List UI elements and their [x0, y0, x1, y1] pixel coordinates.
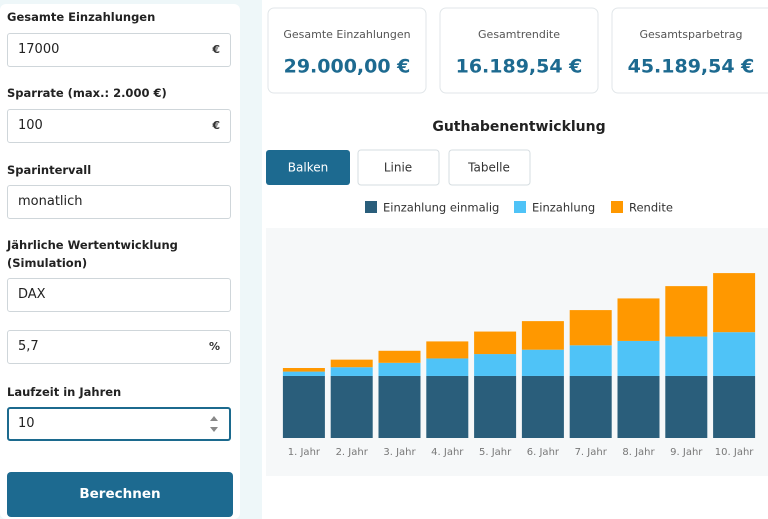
x-tick-label: 8. Jahr [622, 447, 655, 458]
form-panel: Gesamte Einzahlungen 17000 € Sparrate (ma… [0, 4, 240, 519]
select-input[interactable]: DAX [7, 278, 231, 312]
input-value: monatlich [18, 194, 83, 209]
x-tick-label: 4. Jahr [431, 447, 464, 458]
bar-segment [282, 368, 325, 372]
chart-title: Guthabenentwicklung [432, 119, 605, 135]
bar-segment [282, 375, 325, 438]
summary-label: Gesamtrendite [478, 28, 560, 41]
tab-active[interactable] [266, 150, 350, 185]
bar-segment [617, 375, 660, 438]
input-unit: € [212, 43, 220, 56]
input-value: 10 [18, 416, 35, 431]
legend-label: Einzahlung [532, 201, 595, 215]
legend-swatch [365, 201, 377, 213]
field-label: Sparrate (max.: 2.000 €) [7, 86, 167, 100]
legend-swatch [611, 201, 623, 213]
bar-segment [378, 375, 421, 438]
summary-card [267, 7, 427, 94]
bar-segment [426, 341, 469, 359]
bar-segment [330, 375, 373, 438]
x-tick-label: 7. Jahr [575, 447, 608, 458]
x-tick-label: 2. Jahr [336, 447, 369, 458]
summary-card [611, 7, 768, 94]
field-label: Gesamte Einzahlungen [7, 10, 156, 24]
bar-segment [617, 298, 660, 341]
summary-value: 29.000,00 € [284, 56, 411, 78]
input-value: 100 [18, 118, 43, 133]
field-label: Laufzeit in Jahren [7, 385, 122, 399]
input-unit: € [212, 119, 220, 132]
summary-label: Gesamtsparbetrag [639, 28, 742, 41]
field-label: Sparintervall [7, 163, 92, 177]
bar-segment [665, 286, 708, 337]
select-input[interactable]: monatlich [7, 185, 231, 219]
text-input[interactable]: 5,7% [7, 330, 231, 364]
summary-label: Gesamte Einzahlungen [283, 28, 410, 41]
x-tick-label: 9. Jahr [670, 447, 703, 458]
bar-segment [665, 375, 708, 438]
summary-value: 16.189,54 € [456, 56, 583, 78]
text-input[interactable]: 17000 € [7, 33, 231, 67]
text-input[interactable]: 100 € [7, 109, 231, 143]
bar-segment [617, 340, 660, 376]
tab-label: Tabelle [467, 161, 510, 175]
x-tick-label: 6. Jahr [527, 447, 560, 458]
x-tick-label: 10. Jahr [715, 447, 754, 458]
input-value: 17000 [18, 42, 60, 57]
legend-label: Rendite [629, 201, 673, 215]
bar-segment [665, 336, 708, 376]
bar-segment [569, 310, 612, 346]
tab[interactable] [357, 149, 440, 186]
x-tick-label: 5. Jahr [479, 447, 512, 458]
bar-segment [569, 345, 612, 376]
summary-value: 45.189,54 € [628, 56, 755, 78]
bar-segment [521, 375, 564, 438]
x-tick-label: 1. Jahr [288, 447, 321, 458]
bar-segment [713, 273, 756, 333]
field-label: Jährliche Wertentwicklung (Simulation) [7, 238, 178, 270]
legend-label: Einzahlung einmalig [383, 201, 499, 215]
bar-segment [330, 367, 373, 376]
bar-segment [713, 375, 756, 438]
submit-button[interactable]: Berechnen [7, 472, 233, 517]
bar-segment [521, 349, 564, 376]
bar-segment [378, 362, 421, 376]
bar-segment [426, 358, 469, 376]
tab-label: Linie [384, 161, 412, 175]
legend-swatch [514, 201, 526, 213]
tab-label: Balken [288, 161, 328, 175]
spinner[interactable] [209, 413, 219, 435]
x-tick-label: 3. Jahr [383, 447, 416, 458]
bar-segment [330, 359, 373, 368]
input-value: 5,7 [18, 339, 39, 354]
tab[interactable] [448, 149, 531, 186]
bar-segment [521, 321, 564, 350]
number-input[interactable]: 10 [7, 407, 231, 441]
bar-segment [378, 350, 421, 363]
input-unit: % [208, 340, 220, 353]
bar-segment [474, 354, 517, 376]
bar-segment [474, 331, 517, 355]
bar-segment [569, 375, 612, 438]
summary-card [439, 7, 599, 94]
bar-segment [713, 332, 756, 376]
input-value: DAX [18, 287, 46, 302]
bar-segment [426, 375, 469, 438]
bar-segment [474, 375, 517, 438]
bar-segment [282, 371, 325, 376]
